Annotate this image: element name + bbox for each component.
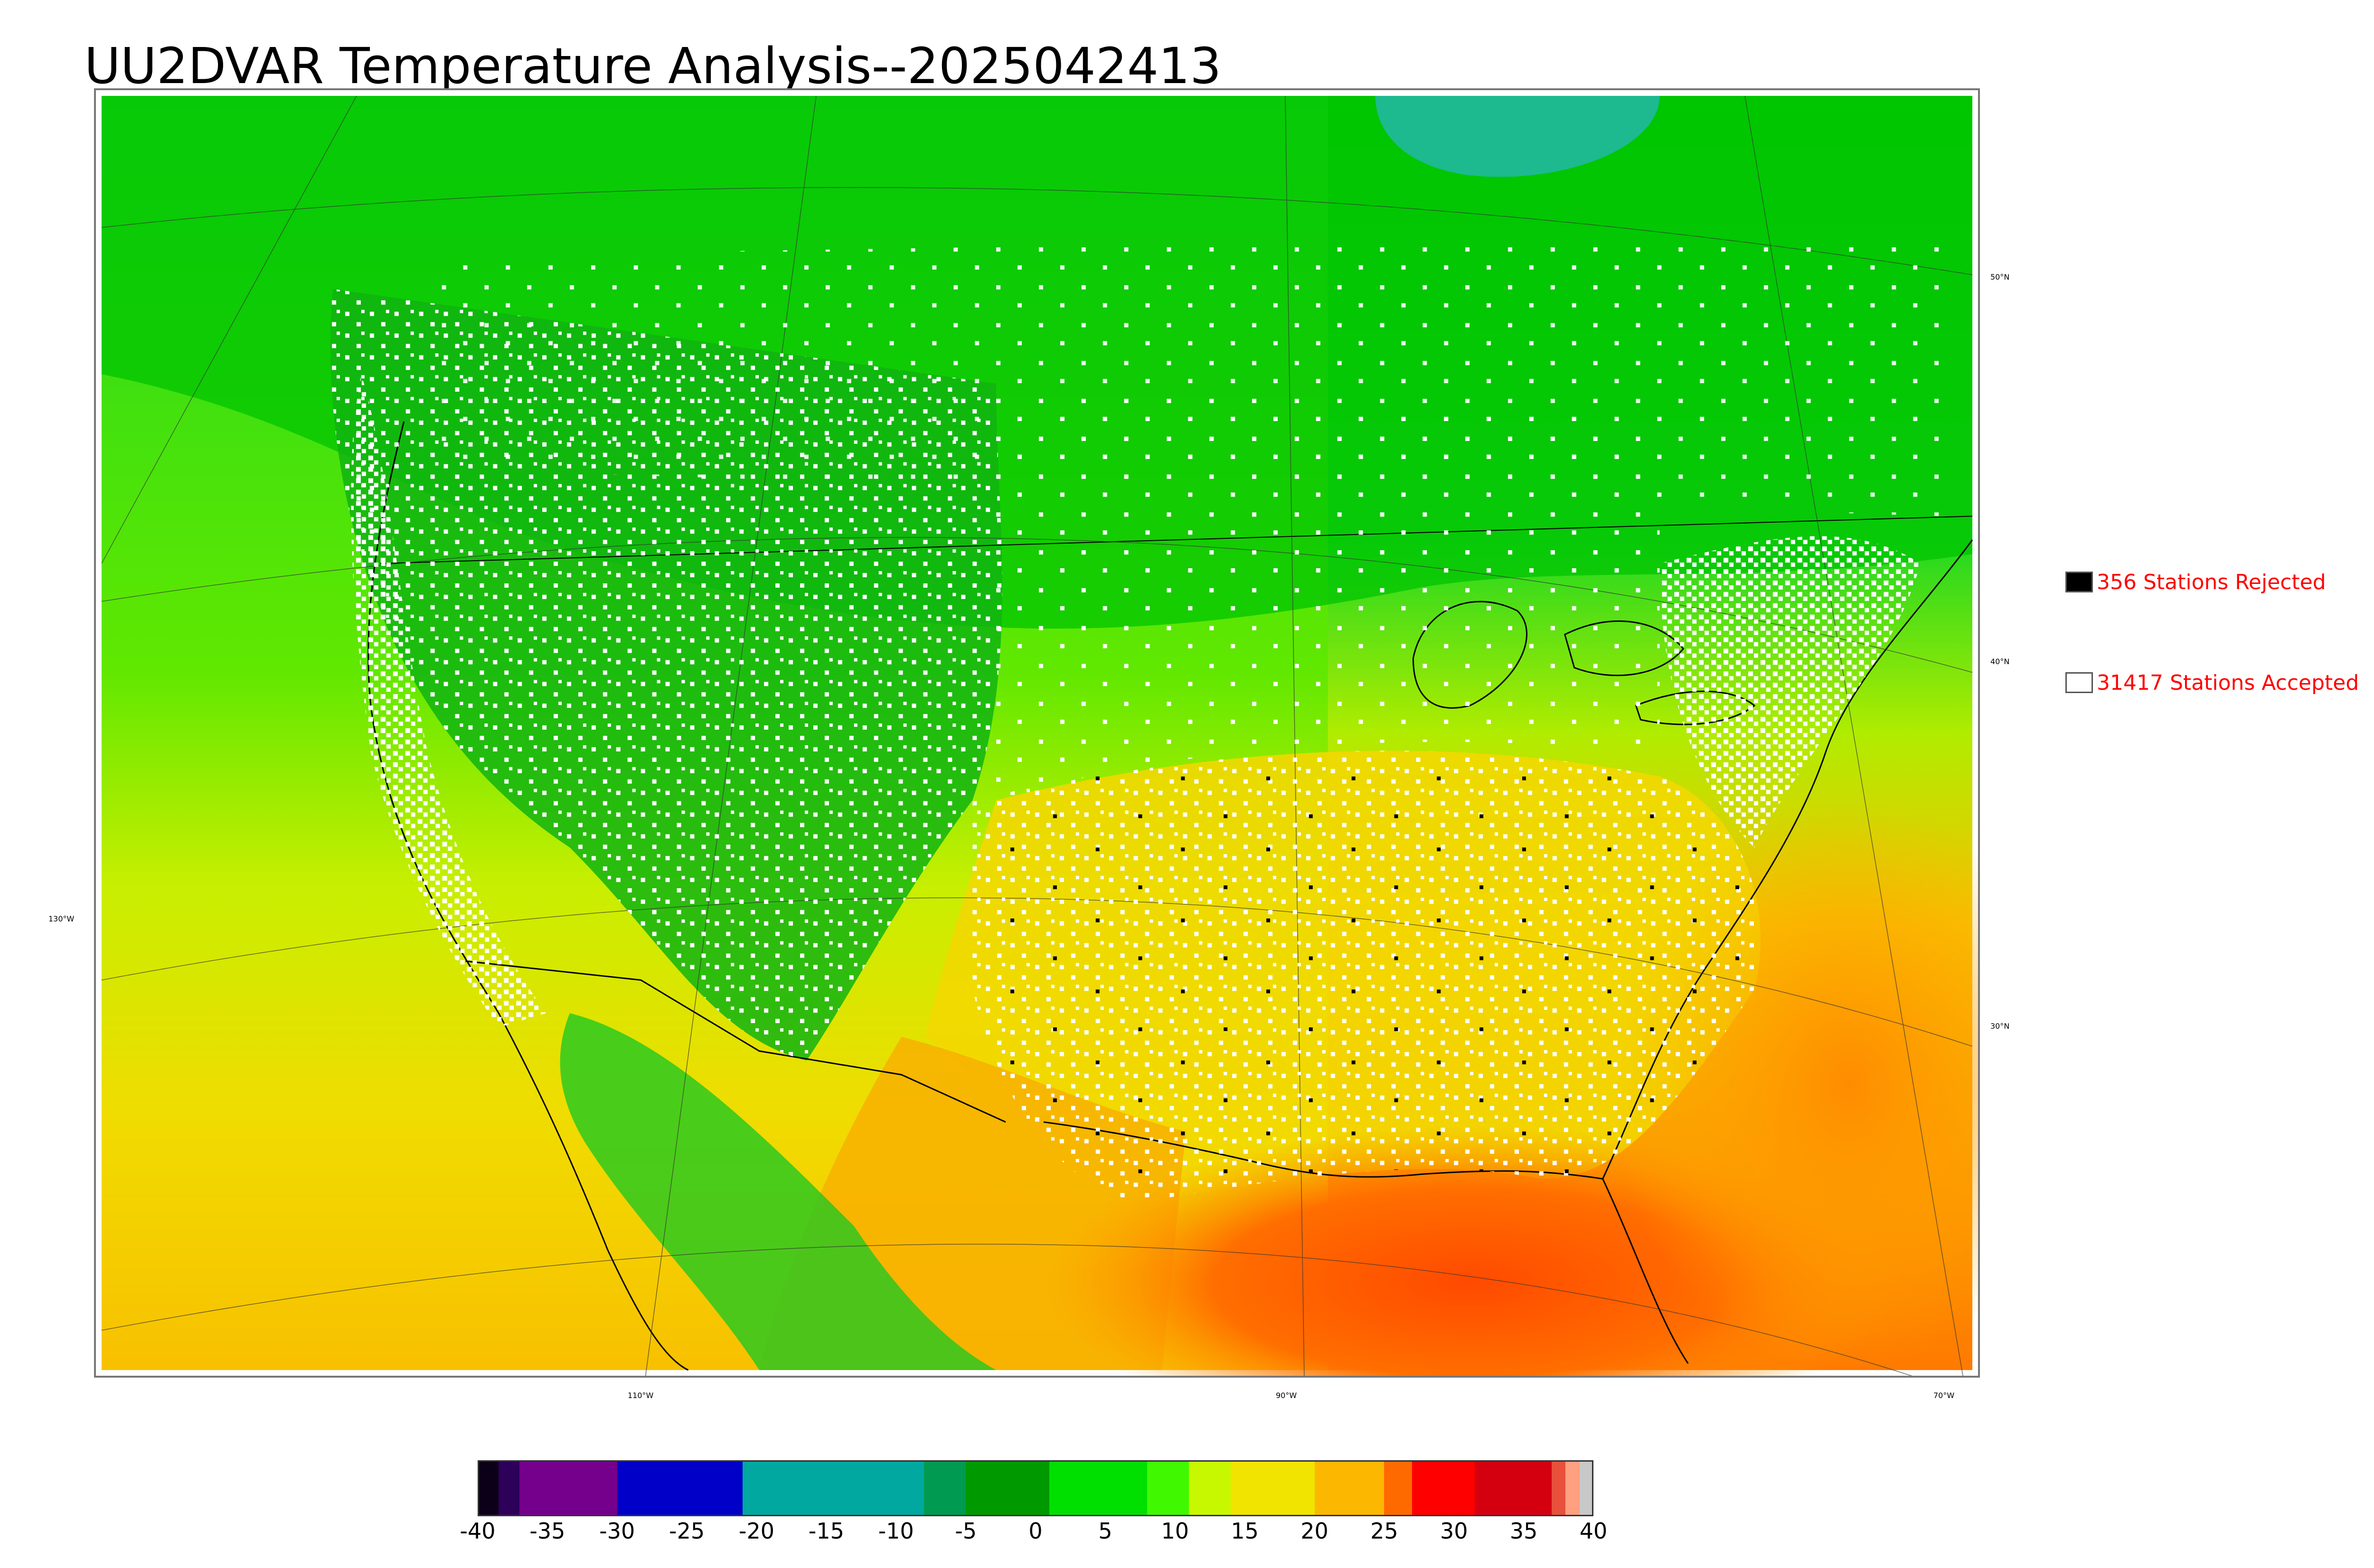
accepted-swatch <box>2065 672 2093 693</box>
colorbar-segment <box>966 1460 1050 1516</box>
colorbar-segment <box>617 1460 743 1516</box>
colorbar-tick-label: 30 <box>1440 1518 1468 1544</box>
colorbar-tick-label: -15 <box>808 1518 844 1544</box>
legend-rejected-label: 356 Stations Rejected <box>2097 570 2326 594</box>
colorbar-tick-label: 35 <box>1509 1518 1538 1544</box>
colorbar-segment <box>1412 1460 1475 1516</box>
temperature-colorbar <box>478 1460 1593 1516</box>
longitude-label-130w: 130°W <box>48 914 75 923</box>
colorbar-tick-label: 20 <box>1300 1518 1328 1544</box>
colorbar-tick-label: 5 <box>1098 1518 1112 1544</box>
colorbar-tick-label: -35 <box>529 1518 565 1544</box>
longitude-label-70w: 70°W <box>1933 1391 1955 1400</box>
longitude-label-90w: 90°W <box>1276 1391 1297 1400</box>
colorbar-segment <box>924 1460 966 1516</box>
colorbar-tick-label: -30 <box>599 1518 635 1544</box>
longitude-label-110w: 110°W <box>628 1391 654 1400</box>
colorbar-tick-label: 15 <box>1231 1518 1259 1544</box>
colorbar-tick-label: -10 <box>878 1518 914 1544</box>
colorbar-segment <box>1384 1460 1413 1516</box>
rejected-swatch <box>2065 572 2093 592</box>
colorbar-segment <box>499 1460 520 1516</box>
temperature-analysis-map <box>101 95 1978 1376</box>
temperature-map: 50°N 40°N 30°N 130°W 110°W 90°W 70°W <box>48 88 2009 1400</box>
map-title: UU2DVAR Temperature Analysis--2025042413 <box>84 37 1222 95</box>
colorbar-tick-label: 40 <box>1579 1518 1608 1544</box>
colorbar-segment <box>1049 1460 1147 1516</box>
latitude-label-40n: 40°N <box>1990 657 2010 666</box>
colorbar-tick-label: 25 <box>1370 1518 1398 1544</box>
colorbar-tick-label: -25 <box>669 1518 705 1544</box>
colorbar-segment <box>1579 1460 1593 1516</box>
colorbar-segment <box>743 1460 924 1516</box>
colorbar-segment <box>1314 1460 1385 1516</box>
colorbar-segment <box>519 1460 617 1516</box>
colorbar-segment <box>1565 1460 1580 1516</box>
colorbar-segment <box>1475 1460 1552 1516</box>
latitude-label-50n: 50°N <box>1990 272 2010 282</box>
colorbar-segment <box>1551 1460 1566 1516</box>
colorbar-tick-label: -20 <box>738 1518 775 1544</box>
colorbar-segment <box>1147 1460 1189 1516</box>
colorbar-tick-label: -40 <box>460 1518 496 1544</box>
colorbar-segment <box>1231 1460 1315 1516</box>
colorbar-segment <box>1189 1460 1231 1516</box>
latitude-label-30n: 30°N <box>1990 1022 2010 1031</box>
legend-accepted-label: 31417 Stations Accepted <box>2097 670 2359 695</box>
colorbar-tick-label: 0 <box>1028 1518 1043 1544</box>
legend-accepted: 31417 Stations Accepted <box>2065 668 2359 697</box>
colorbar-segment <box>478 1460 499 1516</box>
legend-rejected: 356 Stations Rejected <box>2065 568 2326 596</box>
colorbar-tick-label: -5 <box>955 1518 977 1544</box>
colorbar-tick-label: 10 <box>1161 1518 1189 1544</box>
